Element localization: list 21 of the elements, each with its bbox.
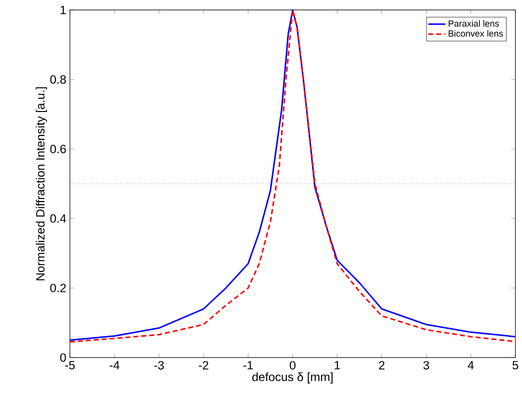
y-tick-label: 0.6	[50, 144, 66, 153]
x-tick-label: -4	[110, 360, 120, 370]
legend-label: Paraxial lens	[448, 20, 499, 26]
x-tick-label: -2	[198, 360, 208, 370]
x-tick-label: 4	[468, 360, 474, 370]
x-tick-label: -3	[154, 360, 164, 370]
y-tick-label: 1	[60, 6, 66, 14]
x-tick-label: -5	[65, 360, 75, 370]
y-tick-label: 0	[60, 353, 66, 362]
y-tick-label: 0.4	[50, 214, 66, 223]
x-tick-label: 0	[290, 360, 296, 370]
x-axis-title: defocus δ [mm]	[252, 372, 333, 384]
x-tick-label: 3	[423, 360, 430, 370]
x-tick-label: 2	[379, 360, 384, 370]
x-tick-label: 5	[512, 360, 518, 370]
y-tick-label: 0.2	[50, 284, 66, 292]
legend-label: Biconvex lens	[448, 30, 503, 36]
y-tick-label: 0.8	[50, 75, 66, 84]
x-tick-label: 1	[334, 360, 340, 370]
y-axis-title: Normalized Diffraction Intensity [a.u.]	[36, 86, 47, 280]
x-tick-label: -1	[243, 360, 253, 370]
